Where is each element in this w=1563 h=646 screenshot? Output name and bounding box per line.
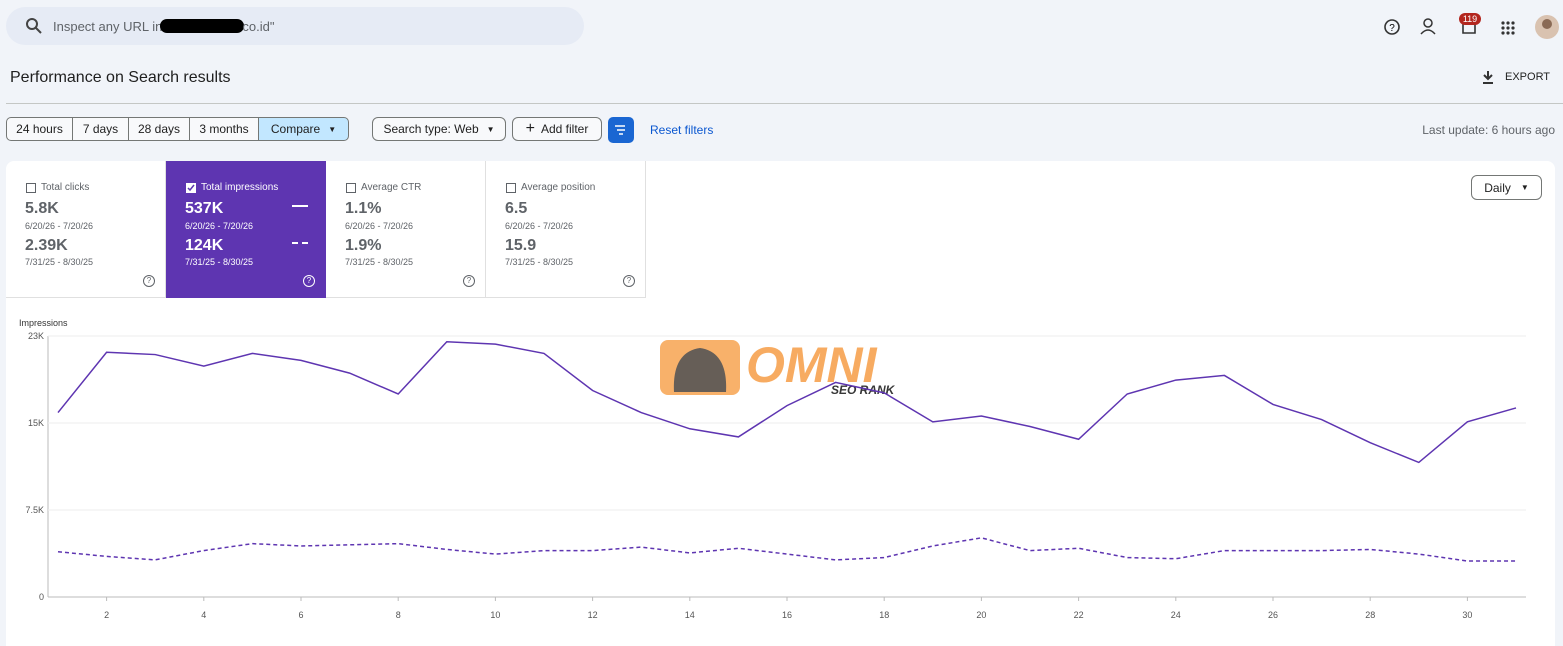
checkbox (346, 182, 356, 193)
metric-value: 6.5 (505, 200, 528, 217)
x-tick-label: 8 (396, 610, 401, 620)
search-bar[interactable]: Inspect any URL in co.id" (6, 7, 584, 45)
metric-value: 15.9 (505, 237, 537, 254)
search-icon (26, 18, 42, 34)
x-tick-label: 12 (588, 610, 598, 620)
metric-card[interactable]: Average CTR 1.1% 6/20/26 - 7/20/26 1.9% 7/31… (326, 161, 486, 298)
export-label: EXPORT (1505, 71, 1551, 83)
metric-label: Average position (521, 182, 596, 193)
checkbox (506, 182, 516, 193)
watermark-mascot (673, 348, 727, 392)
help-icon: ? (303, 275, 315, 287)
y-tick-label: 7.5K (25, 505, 44, 515)
divider (6, 103, 1563, 104)
metric-label: Total clicks (41, 182, 90, 193)
x-tick-label: 28 (1365, 610, 1375, 620)
dropdown-arrow: ▼ (328, 124, 337, 134)
range-label: Compare (270, 122, 321, 136)
help-icon: ? (463, 275, 475, 287)
metric-dates: 6/20/26 - 7/20/26 (345, 221, 414, 231)
redaction (160, 19, 245, 33)
metric-value: 5.8K (25, 200, 59, 217)
legend-solid (292, 205, 308, 207)
range-button[interactable]: 7 days (72, 117, 129, 141)
metric-header: Average position (506, 182, 595, 193)
watermark-tagline: SEO RANK (831, 383, 896, 397)
filter-icon-button[interactable] (608, 117, 634, 143)
metric-value: 1.9% (345, 237, 382, 254)
checkbox (186, 182, 196, 193)
metric-value: 2.39K (25, 237, 68, 254)
series-line (57, 537, 1516, 562)
notification-badge: 119 (1463, 14, 1477, 24)
last-update: Last update: 6 hours ago (1422, 123, 1555, 137)
metric-dates: 7/31/25 - 8/30/25 (185, 257, 254, 267)
x-tick-label: 2 (104, 610, 109, 620)
metric-card[interactable]: Average position 6.5 6/20/26 - 7/20/26 15.9… (486, 161, 646, 298)
x-tick-label: 10 (490, 610, 500, 620)
range-label: 3 months (199, 122, 249, 136)
metric-dates: 6/20/26 - 7/20/26 (185, 221, 254, 231)
watermark-brand: OMNI (746, 337, 878, 393)
export-button[interactable]: EXPORT (1481, 70, 1550, 84)
y-tick-label: 0 (39, 592, 44, 602)
range-label: 7 days (82, 122, 119, 136)
metric-dates: 7/31/25 - 8/30/25 (25, 257, 94, 267)
legend-dashed (292, 242, 308, 244)
range-button[interactable]: 3 months (189, 117, 259, 141)
x-tick-label: 18 (879, 610, 889, 620)
x-tick-label: 20 (976, 610, 986, 620)
reset-filters[interactable]: Reset filters (650, 123, 714, 137)
granularity: Daily (1484, 180, 1511, 195)
metric-value: 537K (185, 200, 224, 217)
y-tick-label: 23K (28, 331, 44, 341)
x-tick-label: 4 (201, 610, 206, 620)
add-filter-button[interactable]: + Add filter (512, 117, 602, 141)
metric-label: Total impressions (201, 182, 279, 193)
page-title: Performance on Search results (10, 69, 231, 86)
search-type-button[interactable]: Search type: Web ▼ (372, 117, 506, 141)
x-tick-label: 6 (298, 610, 303, 620)
metric-dates: 6/20/26 - 7/20/26 (505, 221, 574, 231)
x-tick-label: 16 (782, 610, 792, 620)
checkbox (26, 182, 36, 193)
toolbar-icons[interactable]: ? 119 (1375, 10, 1563, 44)
metric-label: Average CTR (361, 182, 422, 193)
metric-dates: 6/20/26 - 7/20/26 (25, 221, 94, 231)
range-button[interactable]: Compare ▼ (258, 117, 349, 141)
metric-dates: 7/31/25 - 8/30/25 (505, 257, 574, 267)
metric-value: 124K (185, 237, 224, 254)
help-icon: ? (143, 275, 155, 287)
help-icon: ? (623, 275, 635, 287)
metric-card[interactable]: Total impressions 537K 6/20/26 - 7/20/26 12… (166, 161, 326, 298)
range-label: 24 hours (16, 122, 63, 136)
metric-dates: 7/31/25 - 8/30/25 (345, 257, 414, 267)
y-axis-label: Impressions (19, 318, 68, 328)
range-label: 28 days (137, 122, 181, 136)
metric-header: Average CTR (346, 182, 421, 193)
add-filter: Add filter (540, 122, 589, 136)
download-icon (1483, 71, 1493, 84)
x-tick-label: 14 (685, 610, 695, 620)
search-type: Search type: Web (383, 122, 479, 136)
svg-text:?: ? (1389, 23, 1395, 34)
x-tick-label: 26 (1268, 610, 1278, 620)
x-tick-label: 22 (1074, 610, 1084, 620)
metric-header: Total clicks (26, 182, 89, 193)
metric-card[interactable]: Total clicks 5.8K 6/20/26 - 7/20/26 2.39K 7/… (6, 161, 166, 298)
search-suffix: co.id" (242, 18, 275, 34)
x-tick-label: 24 (1171, 610, 1181, 620)
granularity-button[interactable]: Daily ▼ (1471, 175, 1542, 200)
y-tick-label: 15K (28, 418, 44, 428)
x-tick-label: 30 (1462, 610, 1472, 620)
series-line (57, 341, 1517, 464)
metric-header: Total impressions (186, 182, 278, 193)
search-prefix: Inspect any URL in (53, 18, 163, 34)
range-button[interactable]: 28 days (128, 117, 190, 141)
range-button[interactable]: 24 hours (6, 117, 73, 141)
metric-value: 1.1% (345, 200, 382, 217)
